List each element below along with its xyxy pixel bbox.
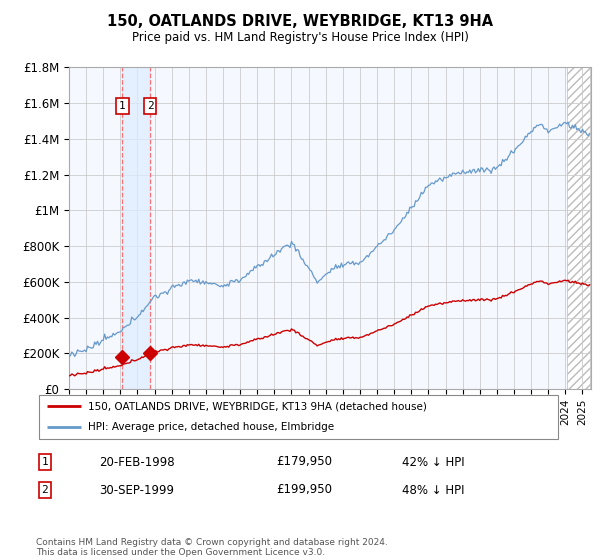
Bar [122, 67, 150, 389]
Text: £179,950: £179,950 [276, 455, 332, 469]
Text: Price paid vs. HM Land Registry's House Price Index (HPI): Price paid vs. HM Land Registry's House … [131, 31, 469, 44]
Text: 30-SEP-1999: 30-SEP-1999 [99, 483, 174, 497]
Text: Contains HM Land Registry data © Crown copyright and database right 2024.
This d: Contains HM Land Registry data © Crown c… [36, 538, 388, 557]
Text: 42% ↓ HPI: 42% ↓ HPI [402, 455, 464, 469]
Text: 150, OATLANDS DRIVE, WEYBRIDGE, KT13 9HA (detached house): 150, OATLANDS DRIVE, WEYBRIDGE, KT13 9HA… [89, 401, 427, 411]
Text: 20-FEB-1998: 20-FEB-1998 [99, 455, 175, 469]
Text: 1: 1 [41, 457, 49, 467]
Text: 1: 1 [119, 101, 126, 111]
Text: 2: 2 [147, 101, 154, 111]
Text: 150, OATLANDS DRIVE, WEYBRIDGE, KT13 9HA: 150, OATLANDS DRIVE, WEYBRIDGE, KT13 9HA [107, 14, 493, 29]
Text: 48% ↓ HPI: 48% ↓ HPI [402, 483, 464, 497]
Text: 2: 2 [41, 485, 49, 495]
FancyBboxPatch shape [38, 395, 559, 438]
Text: HPI: Average price, detached house, Elmbridge: HPI: Average price, detached house, Elmb… [89, 422, 335, 432]
Text: £199,950: £199,950 [276, 483, 332, 497]
